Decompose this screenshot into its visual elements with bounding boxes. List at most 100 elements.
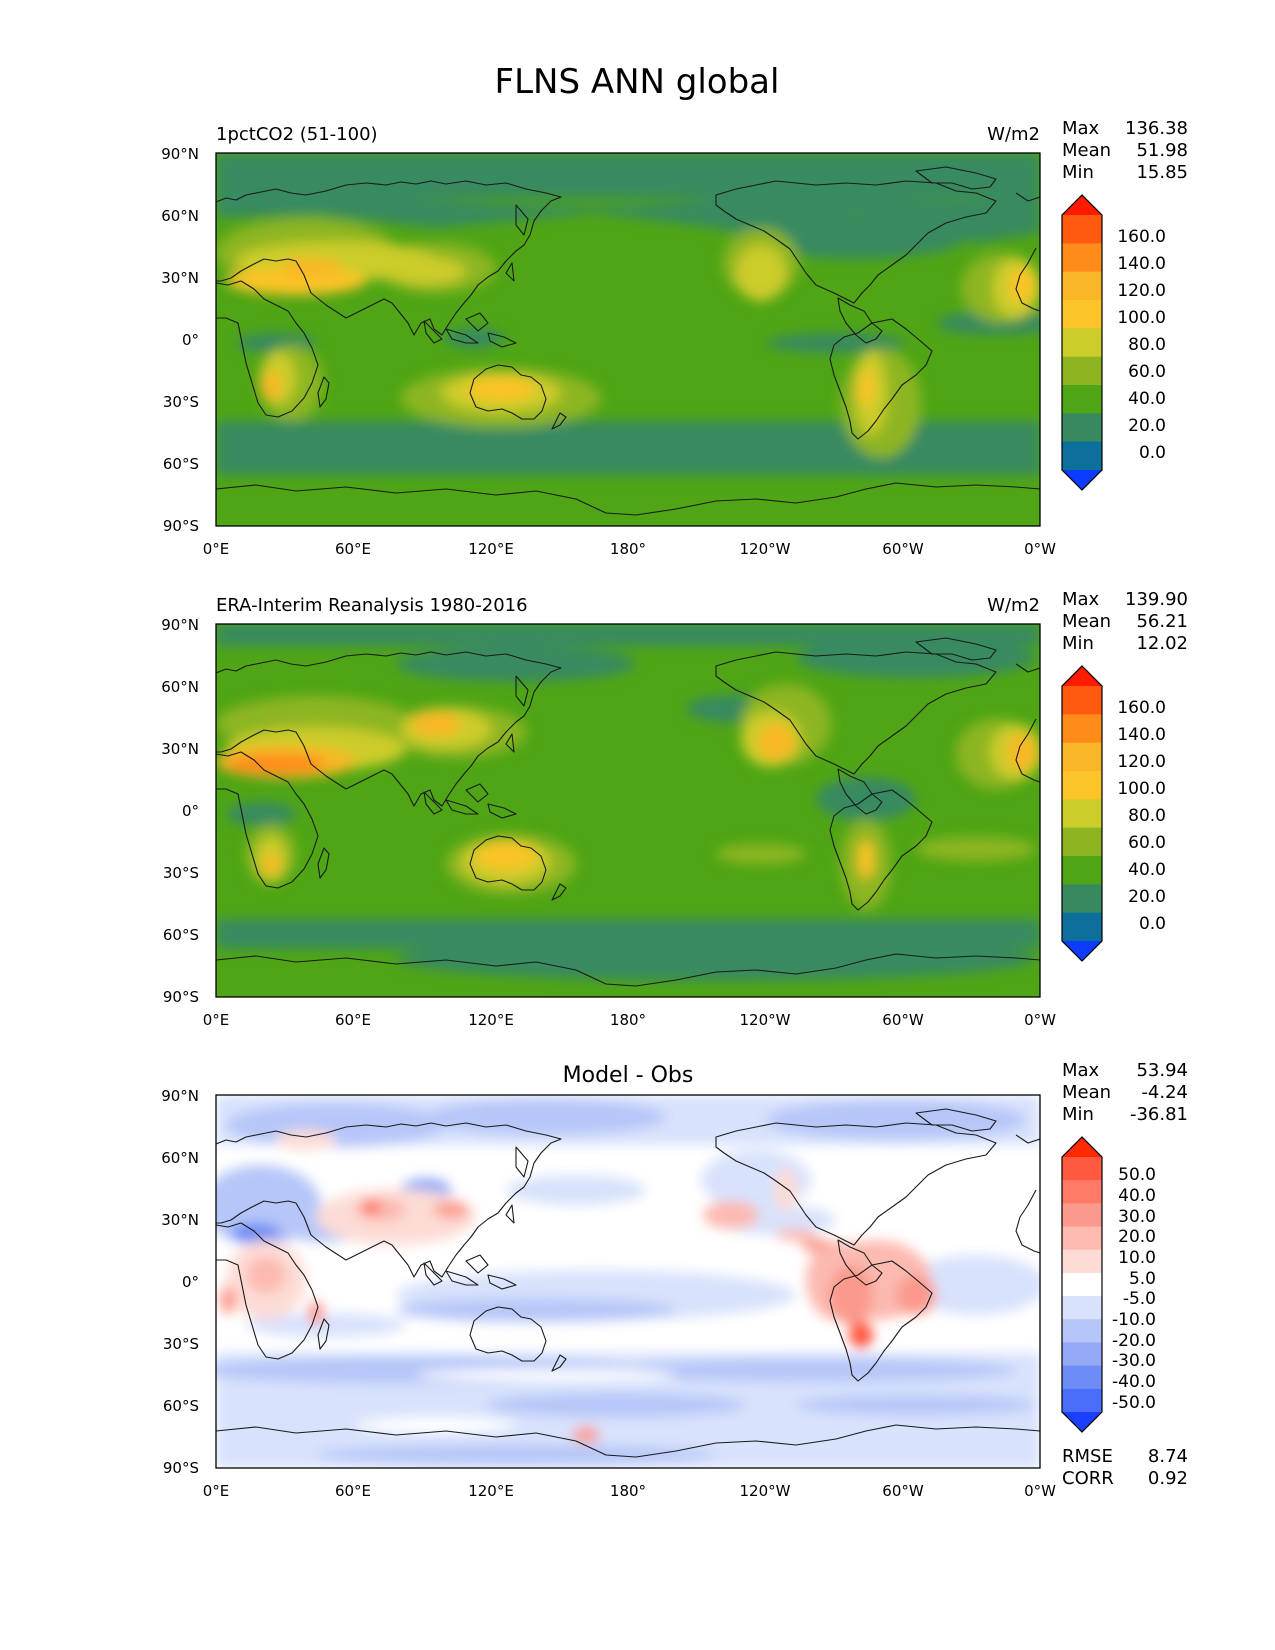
colorbar-segment [1062,1157,1102,1181]
stats-reference: Max 139.90 Mean 56.21 Min 12.02 [1062,589,1188,654]
stat-label-max: Max [1062,589,1100,610]
colorbar-tick-label: 100.0 [1117,779,1166,799]
colorbar-tick-label: 140.0 [1117,725,1166,745]
colorbar-tick-label: 100.0 [1117,308,1166,328]
stat-label-min: Min [1062,633,1094,654]
rmse-value: 8.74 [1148,1446,1188,1467]
colorbar-segment [1062,856,1102,885]
colorbar-segment [1062,271,1102,301]
colorbar-tick-label: -10.0 [1112,1310,1156,1330]
stat-label-min: Min [1062,162,1094,183]
lon-label: 0°E [203,1011,230,1029]
axis-lat-reference: 90°N 60°N 30°N 0° 30°S 60°S 90°S [161,616,199,1006]
colorbar-tick-label: 20.0 [1128,416,1166,436]
colorbar-extend-min [1062,1412,1102,1432]
colorbar-labels: 50.0 40.0 30.0 20.0 10.0 5.0 -5.0 -10.0 … [1112,1165,1156,1413]
colorbar-segment [1062,1203,1102,1228]
colorbar-reference: 160.0 140.0 120.0 100.0 80.0 60.0 40.0 2… [1061,665,1166,962]
stat-value-min: 15.85 [1136,162,1188,183]
lat-label: 90°N [161,616,199,634]
colorbar-segment [1062,215,1102,244]
colorbar-tick-label: 140.0 [1117,254,1166,274]
colorbar-tick-label: 160.0 [1117,698,1166,718]
lon-label: 60°W [882,1011,924,1029]
stat-value-max: 53.94 [1136,1060,1188,1081]
colorbar-outline [1061,665,1103,962]
colorbar-tick-label: -30.0 [1112,1351,1156,1371]
colorbar-segment [1062,413,1102,443]
axis-lat-test: 90°N 60°N 30°N 0° 30°S 60°S 90°S [161,145,199,535]
lon-label: 0°W [1024,540,1056,558]
colorbar-segment [1062,742,1102,772]
lon-label: 0°E [203,1482,230,1500]
map-diff [215,1094,1041,1469]
colorbar-tick-label: 0.0 [1139,914,1166,934]
lat-label: 0° [182,1273,199,1291]
stat-value-max: 139.90 [1125,589,1188,610]
lat-label: 60°S [163,926,199,944]
colorbar-tick-label: 160.0 [1117,227,1166,247]
lon-label: 60°E [335,1482,371,1500]
lon-label: 180° [610,540,646,558]
lat-label: 60°N [161,1149,199,1167]
colorbar-tick-label: 30.0 [1118,1207,1156,1227]
figure-title: FLNS ANN global [495,62,780,102]
lon-label: 0°W [1024,1482,1056,1500]
colorbar-segment [1062,771,1102,800]
lat-label: 30°N [161,269,199,287]
lon-label: 60°W [882,1482,924,1500]
lon-label: 0°W [1024,1011,1056,1029]
stat-label-min: Min [1062,1104,1094,1125]
axis-lon-reference: 0°E 60°E 120°E 180° 120°W 60°W 0°W [203,1011,1056,1029]
lat-label: 90°S [163,988,199,1006]
lon-label: 120°W [740,540,791,558]
colorbar-tick-label: 60.0 [1128,833,1166,853]
colorbar-tick-label: -20.0 [1112,1331,1156,1351]
lat-label: 0° [182,331,199,349]
lon-label: 180° [610,1011,646,1029]
stats-diff: Max 53.94 Mean -4.24 Min -36.81 [1062,1060,1188,1125]
panel-test-units: W/m2 [987,124,1040,145]
colorbar-tick-label: -40.0 [1112,1372,1156,1392]
rmse-label: RMSE [1062,1446,1113,1467]
colorbar-extend-max [1062,666,1102,686]
colorbar-segment [1062,1319,1102,1343]
colorbar-tick-label: 120.0 [1117,752,1166,772]
colorbar-segment [1062,1180,1102,1204]
stat-label-max: Max [1062,1060,1100,1081]
colorbar-segment [1062,1226,1102,1251]
stats-test: Max 136.38 Mean 51.98 Min 15.85 [1062,118,1188,183]
colorbar-tick-label: 0.0 [1139,443,1166,463]
lon-label: 60°E [335,1011,371,1029]
colorbar-segment [1062,300,1102,329]
lon-label: 180° [610,1482,646,1500]
lat-label: 30°S [163,1335,199,1353]
colorbar-segment [1062,243,1102,273]
colorbar-segment [1062,714,1102,744]
colorbar-tick-label: 40.0 [1128,860,1166,880]
colorbar-labels: 160.0 140.0 120.0 100.0 80.0 60.0 40.0 2… [1117,227,1166,463]
lon-label: 120°E [468,1011,514,1029]
lat-label: 60°N [161,207,199,225]
stat-label-max: Max [1062,118,1100,139]
colorbar-extend-min [1062,470,1102,490]
stat-value-mean: 51.98 [1136,140,1188,161]
lon-label: 60°W [882,540,924,558]
colorbar-tick-label: 80.0 [1128,806,1166,826]
colorbar-segment [1062,884,1102,914]
lat-label: 60°S [163,455,199,473]
lat-label: 90°N [161,1087,199,1105]
colorbar-segment [1062,1272,1102,1297]
map-reference [215,623,1041,998]
corr-label: CORR [1062,1468,1114,1489]
map-test [215,152,1041,527]
colorbar-tick-label: 5.0 [1129,1269,1156,1289]
colorbar-segment [1062,356,1102,386]
corr-value: 0.92 [1148,1468,1188,1489]
lat-label: 30°N [161,1211,199,1229]
colorbar-segment [1062,912,1102,942]
colorbar-segment [1062,328,1102,358]
colorbar-tick-label: 10.0 [1118,1248,1156,1268]
lon-label: 60°E [335,540,371,558]
colorbar-segment [1062,1388,1102,1413]
